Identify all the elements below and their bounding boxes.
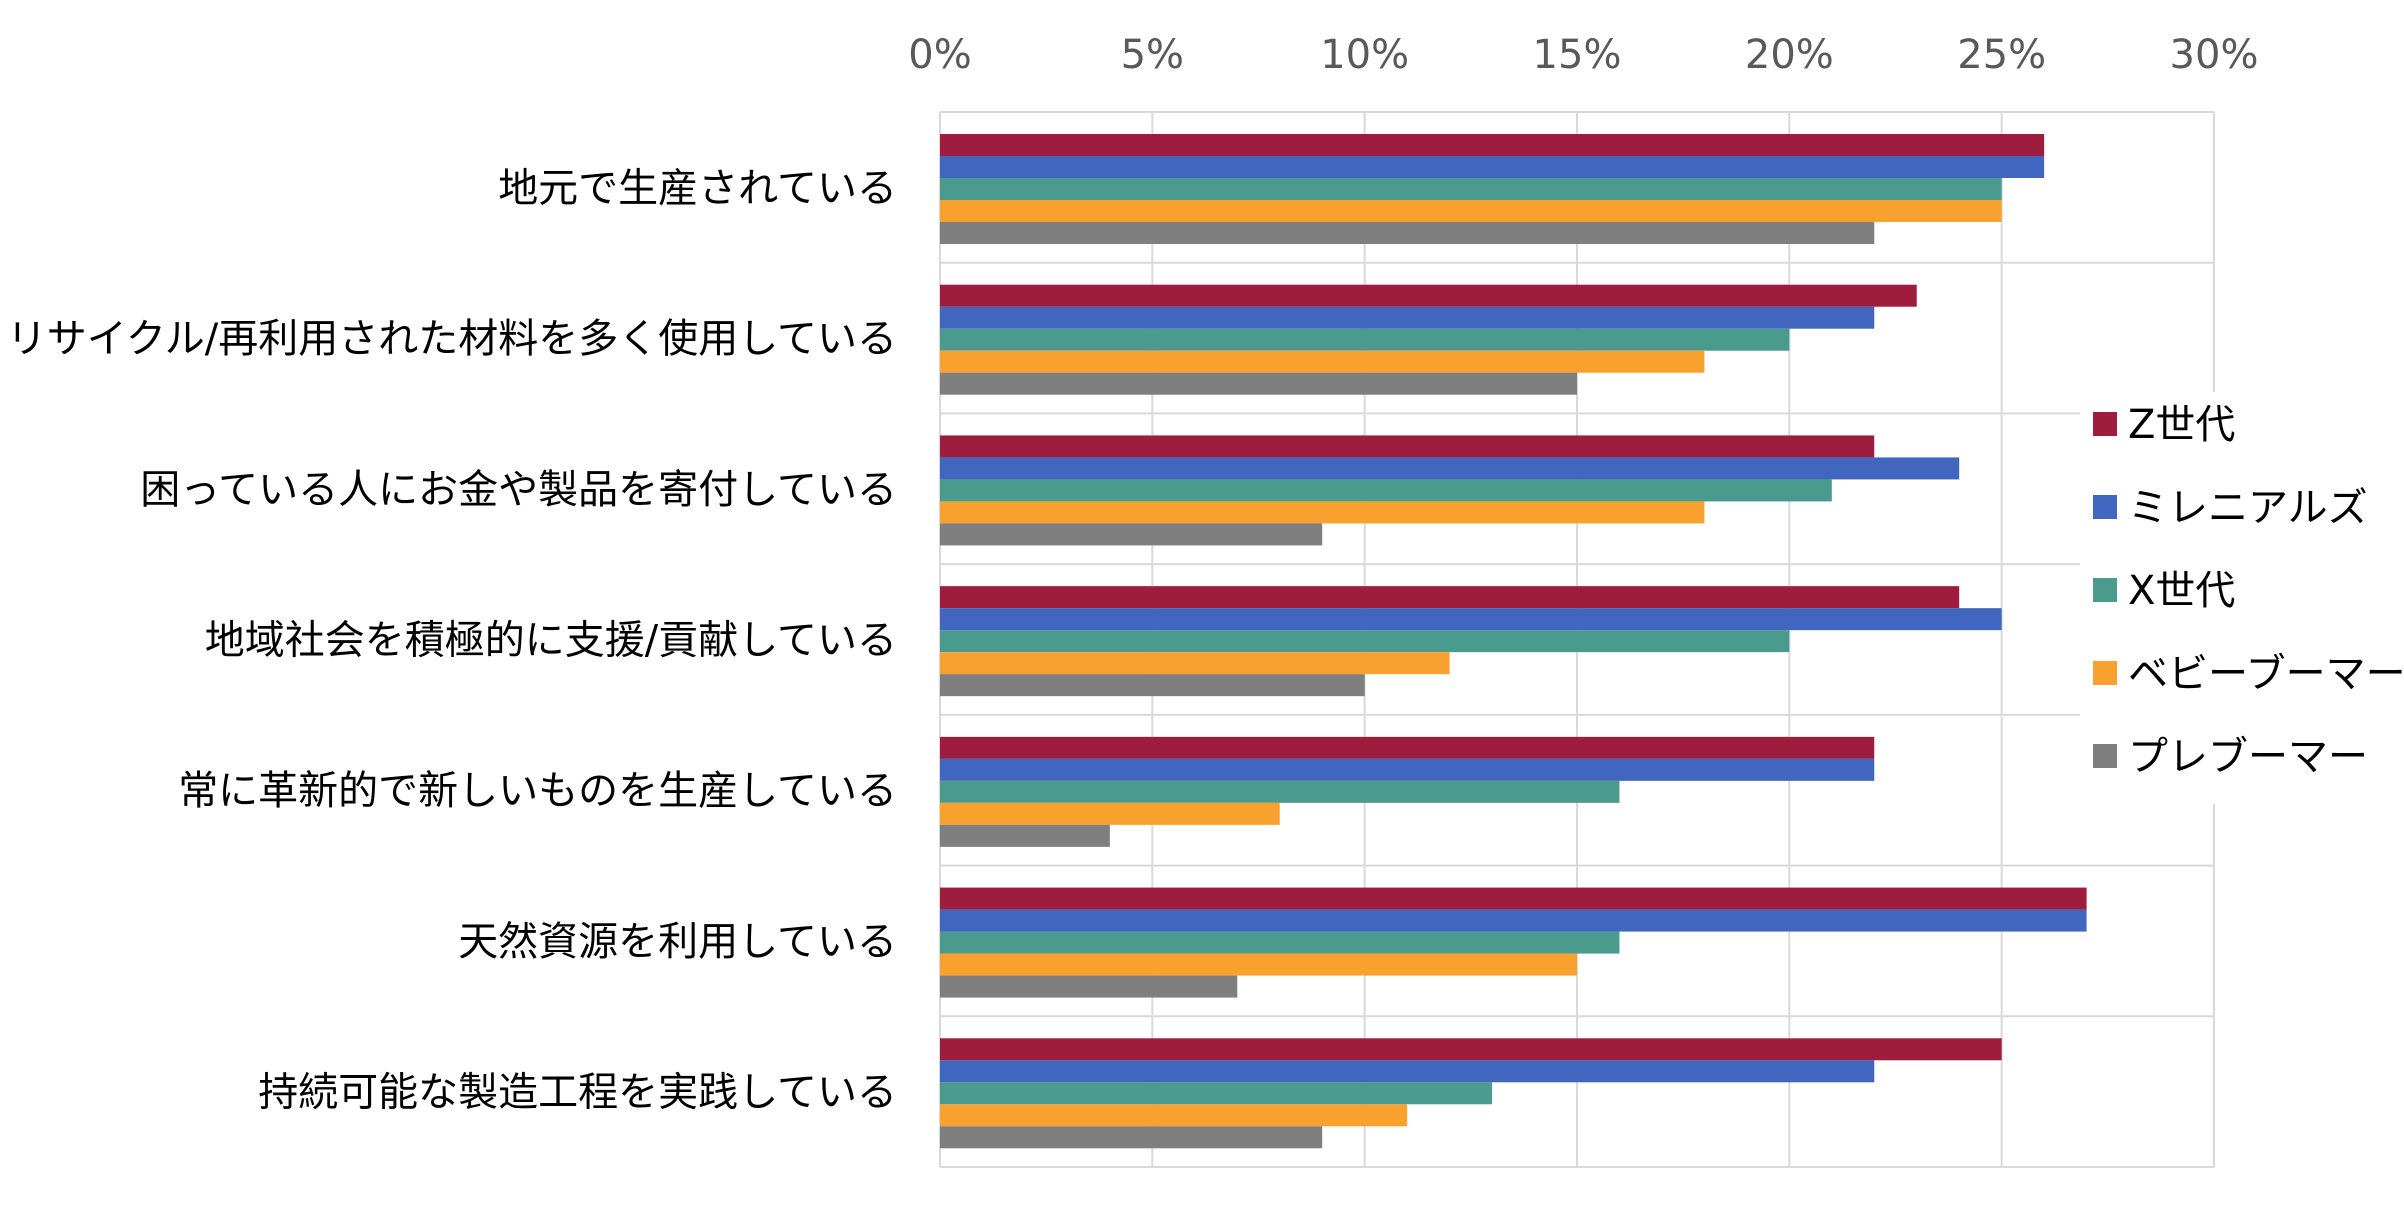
legend-label: ミレニアルズ — [2128, 485, 2368, 531]
category-label: 常に革新的で新しいものを生産している — [178, 768, 897, 814]
legend-background — [2080, 392, 2400, 804]
bar — [940, 953, 1577, 976]
bar — [940, 608, 2002, 631]
bar — [940, 523, 1323, 546]
x-tick-label: 5% — [1121, 32, 1184, 78]
legend-label: プレブーマー — [2128, 734, 2368, 780]
category-label: リサイクル/再利用された材料を多く使用している — [7, 316, 897, 362]
bar — [940, 1104, 1408, 1127]
bar — [940, 758, 1875, 781]
legend-swatch — [2093, 412, 2117, 436]
legend-label: X世代 — [2128, 568, 2235, 614]
bar — [940, 1082, 1493, 1105]
category-labels: 地元で生産されているリサイクル/再利用された材料を多く使用している困っている人に… — [7, 165, 897, 1115]
legend-swatch — [2093, 495, 2117, 519]
legend-label: ベビーブーマー — [2128, 651, 2404, 697]
bar — [940, 887, 2087, 910]
bar — [940, 284, 1917, 307]
bar — [940, 156, 2045, 178]
bar — [940, 350, 1705, 373]
bar — [940, 435, 1875, 458]
bar — [940, 1060, 1875, 1083]
bar — [940, 328, 1790, 351]
bar — [940, 975, 1238, 998]
bar — [940, 457, 1960, 480]
bar — [940, 222, 1875, 244]
bar — [940, 306, 1875, 329]
bar — [940, 1038, 2002, 1061]
x-tick-label: 30% — [2170, 32, 2259, 78]
x-axis-ticks: 0% 5% 10% 15% 20% 25% 30% — [908, 32, 2258, 78]
bar — [940, 501, 1705, 524]
category-label: 地域社会を積極的に支援/貢献している — [205, 618, 897, 664]
bar — [940, 931, 1620, 954]
category-label: 天然資源を利用している — [458, 919, 897, 965]
x-tick-label: 10% — [1320, 32, 1409, 78]
x-tick-label: 25% — [1957, 32, 2046, 78]
bar — [940, 824, 1110, 847]
legend-label: Z世代 — [2128, 402, 2235, 448]
bar — [940, 652, 1450, 675]
bar — [940, 780, 1620, 803]
legend-swatch — [2093, 578, 2117, 602]
x-tick-label: 15% — [1533, 32, 1622, 78]
bar — [940, 479, 1832, 502]
bar — [940, 736, 1875, 759]
category-label: 地元で生産されている — [498, 165, 897, 211]
bar — [940, 1126, 1323, 1149]
bar — [940, 802, 1280, 825]
legend-swatch — [2093, 744, 2117, 768]
bar — [940, 178, 2002, 200]
x-tick-label: 20% — [1745, 32, 1834, 78]
x-tick-label: 0% — [908, 32, 971, 78]
bar — [940, 909, 2087, 932]
grid-lines — [939, 111, 2215, 1168]
bar — [940, 200, 2002, 222]
bar — [940, 674, 1365, 697]
bar — [940, 630, 1790, 653]
category-label: 持続可能な製造工程を実践している — [258, 1070, 897, 1116]
legend-swatch — [2093, 661, 2117, 685]
category-label: 困っている人にお金や製品を寄付している — [140, 467, 897, 513]
bar — [940, 586, 1960, 609]
bars — [940, 134, 2087, 1149]
bar — [940, 134, 2045, 156]
bar — [940, 372, 1577, 395]
